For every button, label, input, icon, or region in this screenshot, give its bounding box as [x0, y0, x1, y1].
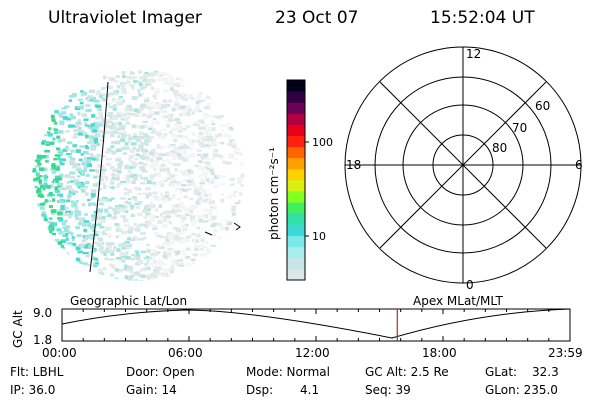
colorbar-unit-label: photon cm⁻²s⁻¹: [267, 147, 281, 240]
colorbar-segment: [287, 268, 305, 281]
polar-label-right: 6: [575, 158, 583, 172]
colorbar-segment: [287, 168, 305, 181]
colorbar-segment: [287, 224, 305, 236]
colorbar-segment: [287, 191, 305, 203]
instrument-title: Ultraviolet Imager: [48, 8, 202, 28]
disk-edge-marks: [204, 222, 241, 236]
colorbar-segment: [287, 213, 305, 225]
timeline-x-tick-0000: 00:00: [42, 346, 77, 360]
info-dsp-label: Dsp:: [246, 383, 274, 397]
polar-label-bottom: 0: [466, 278, 474, 292]
colorbar: 100 10 photon cm⁻²s⁻¹: [267, 79, 333, 281]
timeline-x-tick-1200: 12:00: [295, 346, 330, 360]
colorbar-segment: [287, 113, 305, 125]
polar-lat-label-60: 60: [535, 99, 550, 113]
colorbar-segment: [287, 91, 305, 103]
info-filter: Flt: LBHL: [10, 365, 64, 379]
altitude-trace: [61, 308, 571, 339]
colorbar-segment: [287, 124, 305, 136]
info-dsp-value: 4.1: [300, 383, 320, 397]
colorbar-segment: [287, 202, 305, 214]
polar-label-top: 12: [466, 47, 481, 61]
timeline-left-title: Geographic Lat/Lon: [70, 294, 187, 308]
observation-time: 15:52:04 UT: [430, 8, 535, 28]
timeline-x-tick-1800: 18:00: [422, 346, 457, 360]
colorbar-tick-label: 10: [312, 230, 326, 243]
terminator-line: [89, 81, 109, 273]
timeline-x-tick-0600: 06:00: [168, 346, 203, 360]
polar-lat-label-70: 70: [512, 121, 527, 135]
polar-diagonal-b: [379, 81, 547, 249]
info-door: Door: Open: [126, 365, 195, 379]
colorbar-segment: [287, 180, 305, 192]
info-gc-alt: GC Alt: 2.5 Re: [365, 365, 449, 379]
info-glat-value: 32.3: [532, 365, 559, 379]
timeline-y-axis-label: GC Alt: [11, 310, 25, 348]
timeline-y-tick-low: 1.8: [33, 333, 52, 347]
timeline-x-tick-2359: 23:59: [548, 346, 583, 360]
colorbar-segment: [287, 246, 305, 259]
info-seq: Seq: 39: [365, 383, 411, 397]
observation-date: 23 Oct 07: [275, 8, 359, 28]
colorbar-segment: [287, 135, 305, 148]
polar-label-left: 18: [346, 158, 361, 172]
colorbar-segment: [287, 157, 305, 170]
colorbar-tick-label: 100: [312, 136, 333, 149]
polar-grid: [344, 46, 582, 284]
info-mode: Mode: Normal: [246, 365, 330, 379]
timeline-right-title: Apex MLat/MLT: [413, 294, 503, 308]
info-ip: IP: 36.0: [10, 383, 56, 397]
colorbar-segment: [287, 102, 305, 114]
info-gain: Gain: 14: [126, 383, 177, 397]
info-glat-label: GLat:: [485, 365, 518, 379]
colorbar-segment: [287, 80, 305, 92]
colorbar-segment: [287, 257, 305, 270]
polar-lat-label-80: 80: [492, 141, 507, 155]
colorbar-segment: [287, 235, 305, 248]
timeline-y-tick-high: 9.0: [33, 306, 52, 320]
timeline-panel: Geographic Lat/Lon Apex MLat/MLT GC Alt …: [11, 294, 583, 360]
earth-disk-image: [32, 70, 244, 281]
colorbar-segment: [287, 146, 305, 159]
colorbar-frame: [286, 79, 306, 281]
info-glon: GLon: 235.0: [485, 383, 558, 397]
